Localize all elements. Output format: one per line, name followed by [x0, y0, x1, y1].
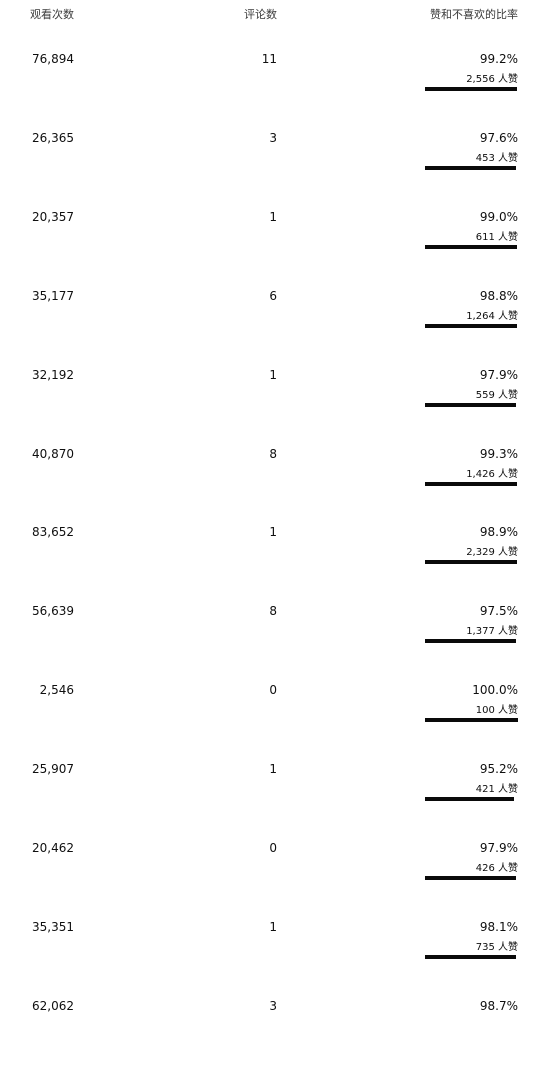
likes-count: 611 人赞: [475, 231, 518, 243]
table-row[interactable]: 76,894 11 99.2% 2,556 人赞: [0, 52, 535, 131]
like-ratio-bar-fill: [425, 402, 516, 407]
views-count: 56,639: [32, 604, 74, 619]
like-ratio-percent: 99.3%: [479, 446, 518, 461]
comments-count: 11: [261, 52, 277, 66]
table-row[interactable]: 26,365 3 97.6% 453 人赞: [0, 131, 535, 210]
likes-count: 453 人赞: [475, 152, 518, 164]
like-ratio-percent: 97.9%: [479, 367, 518, 382]
views-count: 35,351: [32, 919, 74, 934]
comments-count: 8: [269, 604, 277, 619]
likes-count: 1,377 人赞: [466, 626, 518, 638]
views-count: 35,177: [32, 288, 74, 303]
like-ratio-bar-fill: [425, 797, 514, 802]
analytics-table-body: 76,894 11 99.2% 2,556 人赞 26,365 3 97.6% 453 人赞 2…: [0, 52, 535, 1013]
views-count: 20,357: [32, 209, 74, 224]
table-row[interactable]: 32,192 1 97.9% 559 人赞: [0, 368, 535, 447]
like-ratio-percent: 98.8%: [479, 288, 518, 303]
like-ratio-percent: 95.2%: [479, 762, 518, 777]
views-count: 76,894: [32, 52, 74, 66]
table-row[interactable]: 40,870 8 99.3% 1,426 人赞: [0, 447, 535, 526]
like-ratio-bar: [425, 87, 518, 91]
like-ratio-bar: [425, 560, 518, 565]
table-row[interactable]: 20,462 0 97.9% 426 人赞: [0, 841, 535, 920]
likes-count: 735 人赞: [475, 941, 518, 953]
like-ratio-bar-fill: [425, 954, 516, 959]
like-ratio-percent: 99.2%: [479, 52, 518, 66]
like-ratio-bar-fill: [425, 244, 517, 249]
comments-count: 0: [269, 841, 277, 855]
table-row[interactable]: 2,546 0 100.0% 100 人赞: [0, 683, 535, 762]
likes-count: 421 人赞: [475, 784, 518, 796]
table-header: 观看次数 评论数 赞和不喜欢的比率: [0, 0, 535, 30]
likes-count: 1,264 人赞: [466, 310, 518, 322]
views-count: 2,546: [39, 683, 74, 698]
like-ratio-bar: [425, 323, 518, 328]
table-row[interactable]: 35,351 1 98.1% 735 人赞: [0, 920, 535, 999]
comments-count: 3: [269, 130, 277, 145]
table-row[interactable]: 56,639 8 97.5% 1,377 人赞: [0, 604, 535, 683]
likes-count: 2,329 人赞: [466, 547, 518, 559]
comments-count: 3: [269, 998, 277, 1013]
comments-count: 1: [269, 525, 277, 540]
comments-count: 1: [269, 209, 277, 224]
table-row[interactable]: 35,177 6 98.8% 1,264 人赞: [0, 289, 535, 368]
comments-count: 1: [269, 762, 277, 777]
like-ratio-percent: 97.9%: [479, 841, 518, 855]
like-ratio-bar-fill: [425, 718, 518, 723]
likes-count: 1,426 人赞: [466, 468, 518, 480]
table-row[interactable]: 83,652 1 98.9% 2,329 人赞: [0, 525, 535, 604]
like-ratio-bar: [425, 165, 518, 170]
like-ratio-bar-fill: [425, 481, 517, 486]
comments-count: 1: [269, 919, 277, 934]
like-ratio-percent: 97.5%: [479, 604, 518, 619]
like-ratio-bar: [425, 718, 518, 723]
views-count: 25,907: [32, 762, 74, 777]
column-header-comments[interactable]: 评论数: [244, 8, 277, 21]
like-ratio-percent: 97.6%: [479, 130, 518, 145]
like-ratio-bar: [425, 481, 518, 486]
likes-count: 559 人赞: [475, 389, 518, 401]
likes-count: 100 人赞: [475, 705, 518, 717]
like-ratio-bar-fill: [425, 876, 516, 880]
column-header-like-ratio[interactable]: 赞和不喜欢的比率: [430, 8, 518, 21]
like-ratio-bar: [425, 402, 518, 407]
like-ratio-bar: [425, 876, 518, 880]
like-ratio-bar-fill: [425, 560, 517, 565]
column-header-views[interactable]: 观看次数: [30, 8, 74, 21]
comments-count: 6: [269, 288, 277, 303]
likes-count: 2,556 人赞: [466, 74, 518, 85]
comments-count: 8: [269, 446, 277, 461]
views-count: 62,062: [32, 998, 74, 1013]
like-ratio-bar: [425, 639, 518, 644]
like-ratio-bar-fill: [425, 87, 517, 91]
like-ratio-percent: 98.1%: [479, 919, 518, 934]
like-ratio-bar: [425, 244, 518, 249]
views-count: 83,652: [32, 525, 74, 540]
likes-count: 426 人赞: [475, 863, 518, 874]
table-row[interactable]: 25,907 1 95.2% 421 人赞: [0, 762, 535, 841]
like-ratio-bar-fill: [425, 323, 517, 328]
table-row[interactable]: 20,357 1 99.0% 611 人赞: [0, 210, 535, 289]
views-count: 20,462: [32, 841, 74, 855]
views-count: 26,365: [32, 130, 74, 145]
like-ratio-percent: 100.0%: [472, 683, 518, 698]
like-ratio-bar-fill: [425, 639, 516, 644]
like-ratio-percent: 98.7%: [479, 998, 518, 1013]
like-ratio-bar: [425, 797, 518, 802]
views-count: 40,870: [32, 446, 74, 461]
table-row[interactable]: 62,062 3 98.7%: [0, 999, 535, 1078]
like-ratio-bar-fill: [425, 165, 516, 170]
like-ratio-percent: 98.9%: [479, 525, 518, 540]
like-ratio-percent: 99.0%: [479, 209, 518, 224]
comments-count: 1: [269, 367, 277, 382]
like-ratio-bar: [425, 954, 518, 959]
comments-count: 0: [269, 683, 277, 698]
views-count: 32,192: [32, 367, 74, 382]
